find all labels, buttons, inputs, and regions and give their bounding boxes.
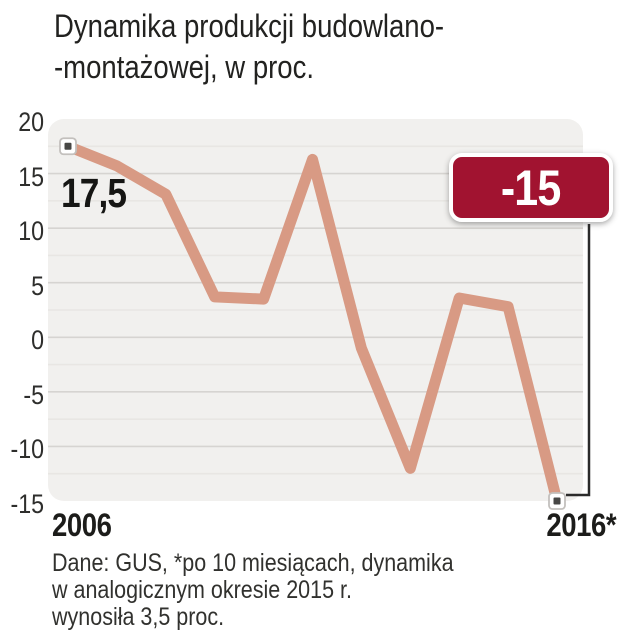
callout-line <box>566 224 591 497</box>
y-tick-label: 15 <box>18 161 44 192</box>
first-value-text: 17,5 <box>61 170 127 216</box>
chart-title-line2: -montażowej, w proc. <box>54 49 315 85</box>
first-value-label: 17,5 <box>61 170 137 217</box>
footnote-line3: wynosiła 3,5 proc. <box>52 603 225 631</box>
chart-title: Dynamika produkcji budowlano- -montażowe… <box>54 6 614 88</box>
x-axis-label-end: 2016* <box>546 507 616 543</box>
last-value-text: -15 <box>501 159 561 216</box>
footnote-line2: w analogicznym okresie 2015 r. <box>52 576 352 604</box>
last-value-badge: -15 <box>449 153 613 222</box>
y-tick-label: 10 <box>18 216 44 247</box>
y-tick-label: -10 <box>10 434 44 465</box>
y-tick-label: 5 <box>31 270 44 301</box>
endpoint-markers <box>59 137 566 510</box>
y-tick-label: 0 <box>31 325 44 356</box>
y-tick-label: 20 <box>18 107 44 137</box>
y-tick-label: -15 <box>10 489 44 519</box>
x-axis-label-start: 2006 <box>52 507 112 543</box>
y-tick-label: -5 <box>23 379 44 410</box>
data-line <box>62 140 563 507</box>
source-footnote: Dane: GUS, *po 10 miesiącach, dynamika w… <box>52 550 612 631</box>
chart-title-line1: Dynamika produkcji budowlano- <box>54 8 445 44</box>
footnote-line1: Dane: GUS, *po 10 miesiącach, dynamika <box>52 549 454 577</box>
